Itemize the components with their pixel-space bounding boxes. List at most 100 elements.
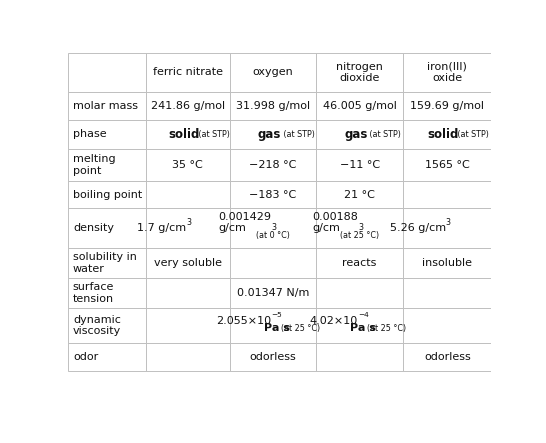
Text: 1565 °C: 1565 °C bbox=[425, 160, 470, 170]
Bar bbox=[316, 120, 403, 149]
Text: 5.26 g/cm: 5.26 g/cm bbox=[390, 223, 446, 233]
Bar bbox=[316, 53, 403, 92]
Text: Pa s: Pa s bbox=[351, 323, 376, 334]
Text: 241.86 g/mol: 241.86 g/mol bbox=[151, 101, 225, 111]
Text: −5: −5 bbox=[271, 312, 282, 319]
Bar bbox=[230, 307, 316, 343]
Text: odorless: odorless bbox=[424, 352, 471, 362]
Text: odorless: odorless bbox=[250, 352, 296, 362]
Text: −11 °C: −11 °C bbox=[340, 160, 379, 170]
Text: 3: 3 bbox=[446, 218, 451, 227]
Bar bbox=[230, 120, 316, 149]
Text: 21 °C: 21 °C bbox=[344, 190, 375, 200]
Bar bbox=[68, 278, 146, 307]
Bar bbox=[403, 208, 491, 248]
Text: solid: solid bbox=[428, 128, 459, 141]
Text: 1.7 g/cm: 1.7 g/cm bbox=[137, 223, 186, 233]
Text: solubility in
water: solubility in water bbox=[73, 252, 137, 274]
Text: 0.00188
g/cm: 0.00188 g/cm bbox=[312, 212, 358, 233]
Bar bbox=[146, 120, 230, 149]
Bar bbox=[316, 149, 403, 181]
Bar bbox=[68, 307, 146, 343]
Bar bbox=[403, 307, 491, 343]
Text: (at STP): (at STP) bbox=[281, 130, 314, 139]
Text: boiling point: boiling point bbox=[73, 190, 142, 200]
Bar bbox=[230, 248, 316, 278]
Text: very soluble: very soluble bbox=[154, 258, 222, 268]
Text: 3: 3 bbox=[358, 223, 363, 232]
Bar bbox=[316, 307, 403, 343]
Bar bbox=[403, 181, 491, 208]
Text: gas: gas bbox=[344, 128, 367, 141]
Bar bbox=[230, 53, 316, 92]
Bar bbox=[146, 208, 230, 248]
Bar bbox=[403, 248, 491, 278]
Bar bbox=[146, 248, 230, 278]
Bar bbox=[316, 208, 403, 248]
Bar bbox=[403, 53, 491, 92]
Text: odor: odor bbox=[73, 352, 98, 362]
Text: dynamic
viscosity: dynamic viscosity bbox=[73, 315, 121, 336]
Bar bbox=[68, 181, 146, 208]
Bar bbox=[403, 149, 491, 181]
Text: (at STP): (at STP) bbox=[195, 130, 229, 139]
Text: surface
tension: surface tension bbox=[73, 282, 114, 304]
Text: 3: 3 bbox=[271, 223, 276, 232]
Text: (at 0 °C): (at 0 °C) bbox=[256, 231, 290, 240]
Text: 31.998 g/mol: 31.998 g/mol bbox=[236, 101, 310, 111]
Bar bbox=[68, 92, 146, 120]
Bar bbox=[316, 343, 403, 371]
Text: 4.02×10: 4.02×10 bbox=[310, 316, 358, 326]
Bar bbox=[230, 208, 316, 248]
Text: (at STP): (at STP) bbox=[455, 130, 489, 139]
Bar bbox=[403, 92, 491, 120]
Text: phase: phase bbox=[73, 129, 106, 139]
Text: 0.01347 N/m: 0.01347 N/m bbox=[236, 288, 309, 298]
Text: molar mass: molar mass bbox=[73, 101, 138, 111]
Bar bbox=[146, 181, 230, 208]
Text: 0.001429
g/cm: 0.001429 g/cm bbox=[218, 212, 271, 233]
Text: oxygen: oxygen bbox=[252, 67, 293, 78]
Text: melting
point: melting point bbox=[73, 154, 116, 176]
Text: 35 °C: 35 °C bbox=[173, 160, 203, 170]
Bar bbox=[230, 149, 316, 181]
Text: 2.055×10: 2.055×10 bbox=[216, 316, 271, 326]
Bar bbox=[68, 149, 146, 181]
Text: insoluble: insoluble bbox=[423, 258, 472, 268]
Bar bbox=[403, 343, 491, 371]
Bar bbox=[68, 208, 146, 248]
Bar bbox=[68, 120, 146, 149]
Bar bbox=[146, 53, 230, 92]
Text: 3: 3 bbox=[186, 218, 191, 227]
Text: nitrogen
dioxide: nitrogen dioxide bbox=[336, 62, 383, 83]
Bar bbox=[230, 343, 316, 371]
Text: −4: −4 bbox=[358, 312, 369, 319]
Bar bbox=[403, 278, 491, 307]
Bar bbox=[146, 278, 230, 307]
Text: gas: gas bbox=[257, 128, 281, 141]
Text: (at 25 °C): (at 25 °C) bbox=[340, 231, 379, 240]
Bar bbox=[316, 181, 403, 208]
Bar bbox=[68, 343, 146, 371]
Bar bbox=[146, 149, 230, 181]
Text: 159.69 g/mol: 159.69 g/mol bbox=[411, 101, 484, 111]
Bar bbox=[230, 181, 316, 208]
Text: ferric nitrate: ferric nitrate bbox=[153, 67, 223, 78]
Bar bbox=[68, 248, 146, 278]
Bar bbox=[316, 248, 403, 278]
Bar bbox=[316, 92, 403, 120]
Bar bbox=[403, 120, 491, 149]
Bar bbox=[146, 307, 230, 343]
Bar bbox=[316, 278, 403, 307]
Text: iron(III)
oxide: iron(III) oxide bbox=[428, 62, 467, 83]
Text: Pa s: Pa s bbox=[264, 323, 289, 334]
Text: (at STP): (at STP) bbox=[367, 130, 401, 139]
Bar bbox=[146, 343, 230, 371]
Text: −183 °C: −183 °C bbox=[249, 190, 296, 200]
Text: (at 25 °C): (at 25 °C) bbox=[367, 324, 407, 333]
Text: reacts: reacts bbox=[342, 258, 377, 268]
Text: solid: solid bbox=[168, 128, 200, 141]
Bar bbox=[146, 92, 230, 120]
Bar bbox=[230, 92, 316, 120]
Text: 46.005 g/mol: 46.005 g/mol bbox=[323, 101, 396, 111]
